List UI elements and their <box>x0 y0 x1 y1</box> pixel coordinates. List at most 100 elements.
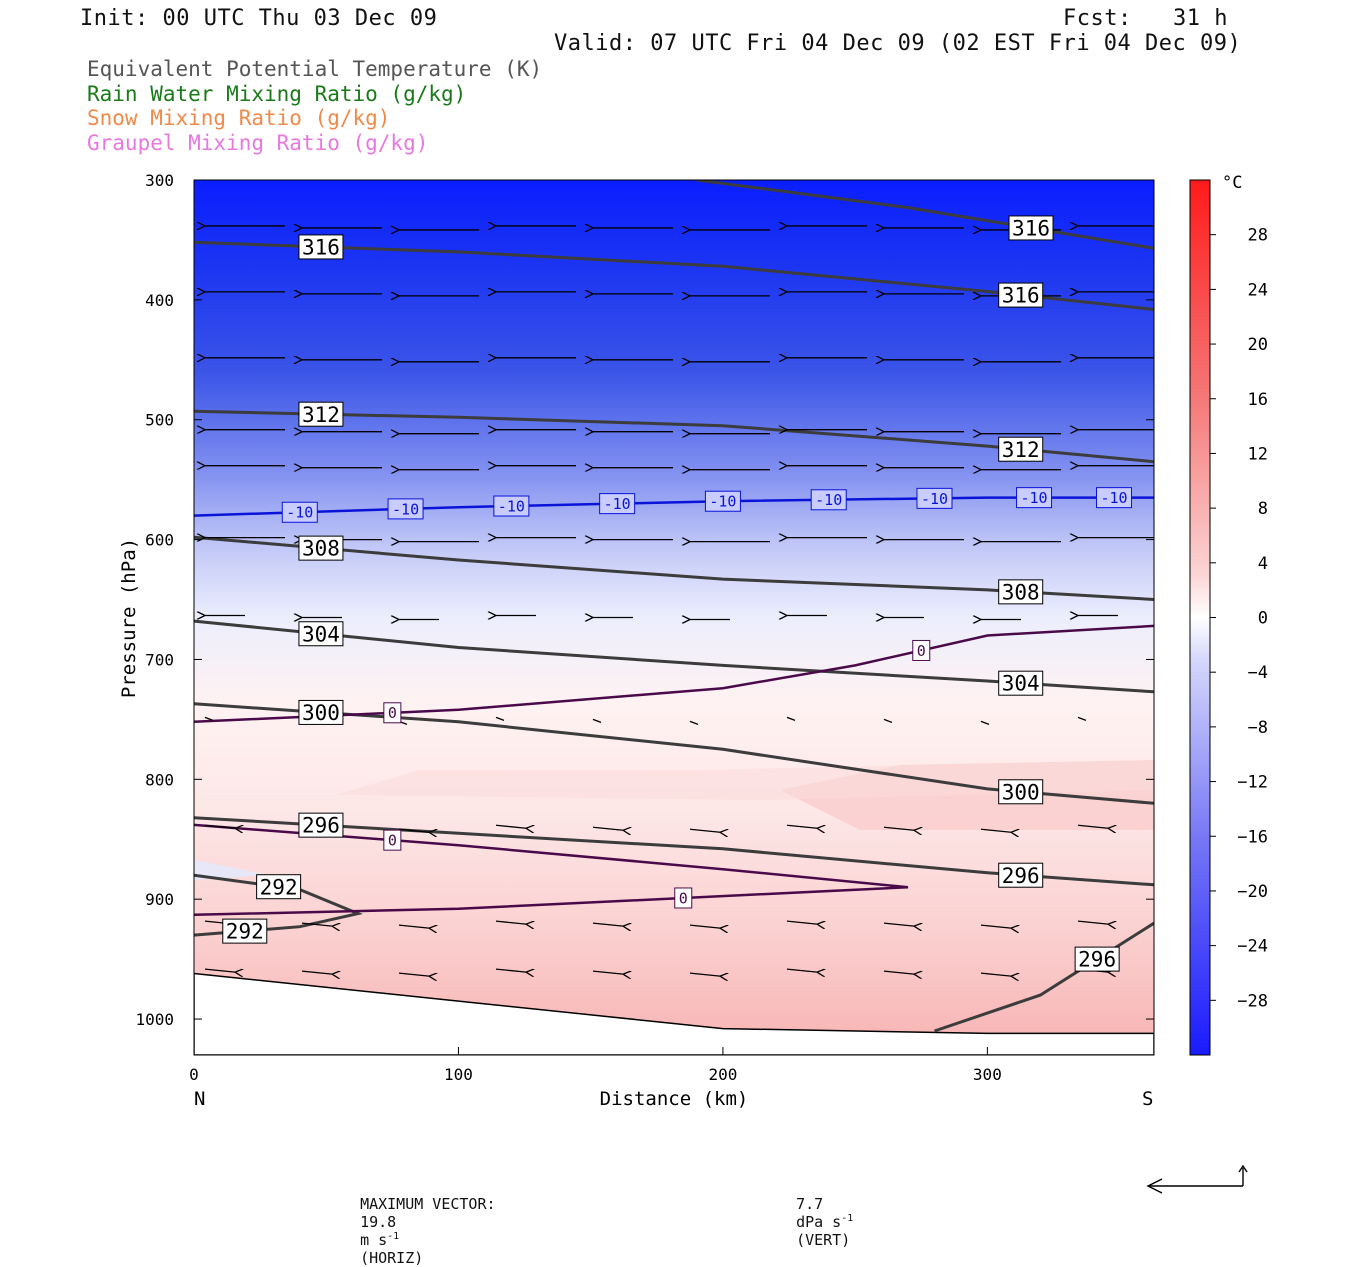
temperature-label-0: 0 <box>383 829 402 851</box>
colorbar-tick-label: −16 <box>1237 827 1268 847</box>
reference-vector-icon <box>1146 1164 1248 1194</box>
svg-text:316: 316 <box>1012 217 1050 241</box>
svg-text:-10: -10 <box>815 491 842 509</box>
wind-vector <box>204 825 235 828</box>
wind-vector <box>398 973 429 976</box>
temperature-label--10: -10 <box>1016 487 1053 509</box>
y-tick-label: 400 <box>145 291 174 310</box>
wind-vector <box>495 825 526 828</box>
theta-e-label-312: 312 <box>998 436 1044 462</box>
svg-text:-10: -10 <box>392 500 419 518</box>
cross-section-chart: 316 316 316 312 312 308 308 304 304 300 300 296 296 2… <box>118 171 1268 1110</box>
wind-vector <box>592 718 602 723</box>
theta-e-label-316: 316 <box>298 234 344 259</box>
wind-vector <box>301 923 332 926</box>
y-tick-label: 300 <box>145 171 174 190</box>
theta-e-label-304: 304 <box>298 621 344 646</box>
forecast-hour: Fcst: 31 h <box>1063 6 1228 31</box>
svg-text:296: 296 <box>1002 864 1040 888</box>
temperature-label--10: -10 <box>281 501 318 523</box>
colorbar-tick-label: 28 <box>1248 226 1268 246</box>
y-tick-label: 1000 <box>135 1010 174 1029</box>
x-tick-label: 200 <box>708 1065 737 1084</box>
colorbar-tick-label: 12 <box>1248 444 1268 464</box>
wind-vector <box>883 827 914 830</box>
colorbar-tick-label: 0 <box>1258 609 1268 629</box>
horiz-unit: m s <box>360 1231 388 1249</box>
wind-vector <box>495 921 526 924</box>
svg-text:-10: -10 <box>1100 489 1127 507</box>
theta-e-label-292: 292 <box>222 918 268 944</box>
colorbar-tick-label: −24 <box>1237 937 1268 957</box>
wind-vector <box>883 718 893 723</box>
terrain <box>194 972 1154 1055</box>
x-end-label-north: N <box>194 1088 205 1110</box>
x-end-label-south: S <box>1142 1088 1153 1110</box>
svg-text:0: 0 <box>388 832 397 850</box>
colorbar-tick-label: −4 <box>1248 663 1268 683</box>
temperature-label--10: -10 <box>387 498 424 520</box>
colorbar-tick-label: −8 <box>1248 718 1268 738</box>
theta-e-contour-316 <box>696 180 1154 250</box>
svg-text:292: 292 <box>226 920 264 944</box>
temperature-contour-0 <box>194 823 909 917</box>
wind-vector <box>980 720 990 725</box>
wind-vector <box>592 971 623 974</box>
colorbar-tick-label: −20 <box>1237 882 1268 902</box>
colorbar-tick-label: 16 <box>1248 390 1268 410</box>
warm-pocket-mid <box>335 760 1154 800</box>
plot-frame <box>193 179 1155 1056</box>
colorbar <box>1189 179 1211 1056</box>
wind-vector <box>1077 716 1087 721</box>
temperature-label--10: -10 <box>810 489 847 511</box>
temperature-label-0: 0 <box>674 887 693 909</box>
legend-rain: Rain Water Mixing Ratio (g/kg) <box>87 82 467 106</box>
wind-vector <box>980 973 1011 976</box>
temperature-label--10: -10 <box>704 490 741 512</box>
x-tick-label: 0 <box>189 1065 199 1084</box>
theta-e-label-296: 296 <box>1074 946 1120 972</box>
svg-text:-10: -10 <box>286 504 313 522</box>
svg-text:308: 308 <box>302 537 340 561</box>
temperature-label-0: 0 <box>383 702 402 724</box>
svg-text:304: 304 <box>302 622 340 646</box>
wind-vector <box>495 969 526 972</box>
wind-vector <box>883 971 914 974</box>
wind-vector <box>1077 921 1108 924</box>
temperature-label-0: 0 <box>912 639 931 661</box>
wind-vector <box>204 969 235 972</box>
svg-text:-10: -10 <box>709 493 736 511</box>
svg-text:312: 312 <box>302 403 340 427</box>
svg-text:0: 0 <box>917 642 926 660</box>
theta-e-label-296: 296 <box>298 812 344 838</box>
colorbar-tick-label: 8 <box>1258 499 1268 519</box>
wind-vector <box>980 925 1011 928</box>
wind-vector <box>786 969 817 972</box>
y-tick-label: 900 <box>145 890 174 909</box>
theta-e-label-292: 292 <box>256 874 302 899</box>
y-tick-label: 700 <box>145 650 174 669</box>
colorbar-unit: °C <box>1222 173 1242 193</box>
theta-e-label-316: 316 <box>998 282 1044 308</box>
wind-vector <box>592 827 623 830</box>
wind-vector <box>786 921 817 924</box>
wind-vector <box>980 829 1011 832</box>
x-tick-label: 100 <box>444 1065 473 1084</box>
footer-max-vector: MAXIMUM VECTOR: 19.8 m s-1 (HORIZ) <box>342 1177 495 1267</box>
theta-e-label-304: 304 <box>998 670 1044 696</box>
x-tick-label: 300 <box>973 1065 1002 1084</box>
legend-snow: Snow Mixing Ratio (g/kg) <box>87 106 391 130</box>
svg-text:316: 316 <box>1002 284 1040 308</box>
temperature-label--10: -10 <box>916 487 953 509</box>
theta-e-label-296: 296 <box>998 862 1044 888</box>
temperature-label--10: -10 <box>599 493 636 515</box>
y-tick-label: 800 <box>145 770 174 789</box>
horiz-tag: (HORIZ) <box>360 1249 424 1267</box>
svg-text:300: 300 <box>1002 780 1040 804</box>
theta-e-label-308: 308 <box>298 535 344 561</box>
temperature-label--10: -10 <box>493 495 530 517</box>
y-tick-label: 500 <box>145 411 174 430</box>
vert-value: 7.7 <box>796 1195 824 1213</box>
svg-text:0: 0 <box>388 704 397 722</box>
wind-vector <box>689 829 720 832</box>
